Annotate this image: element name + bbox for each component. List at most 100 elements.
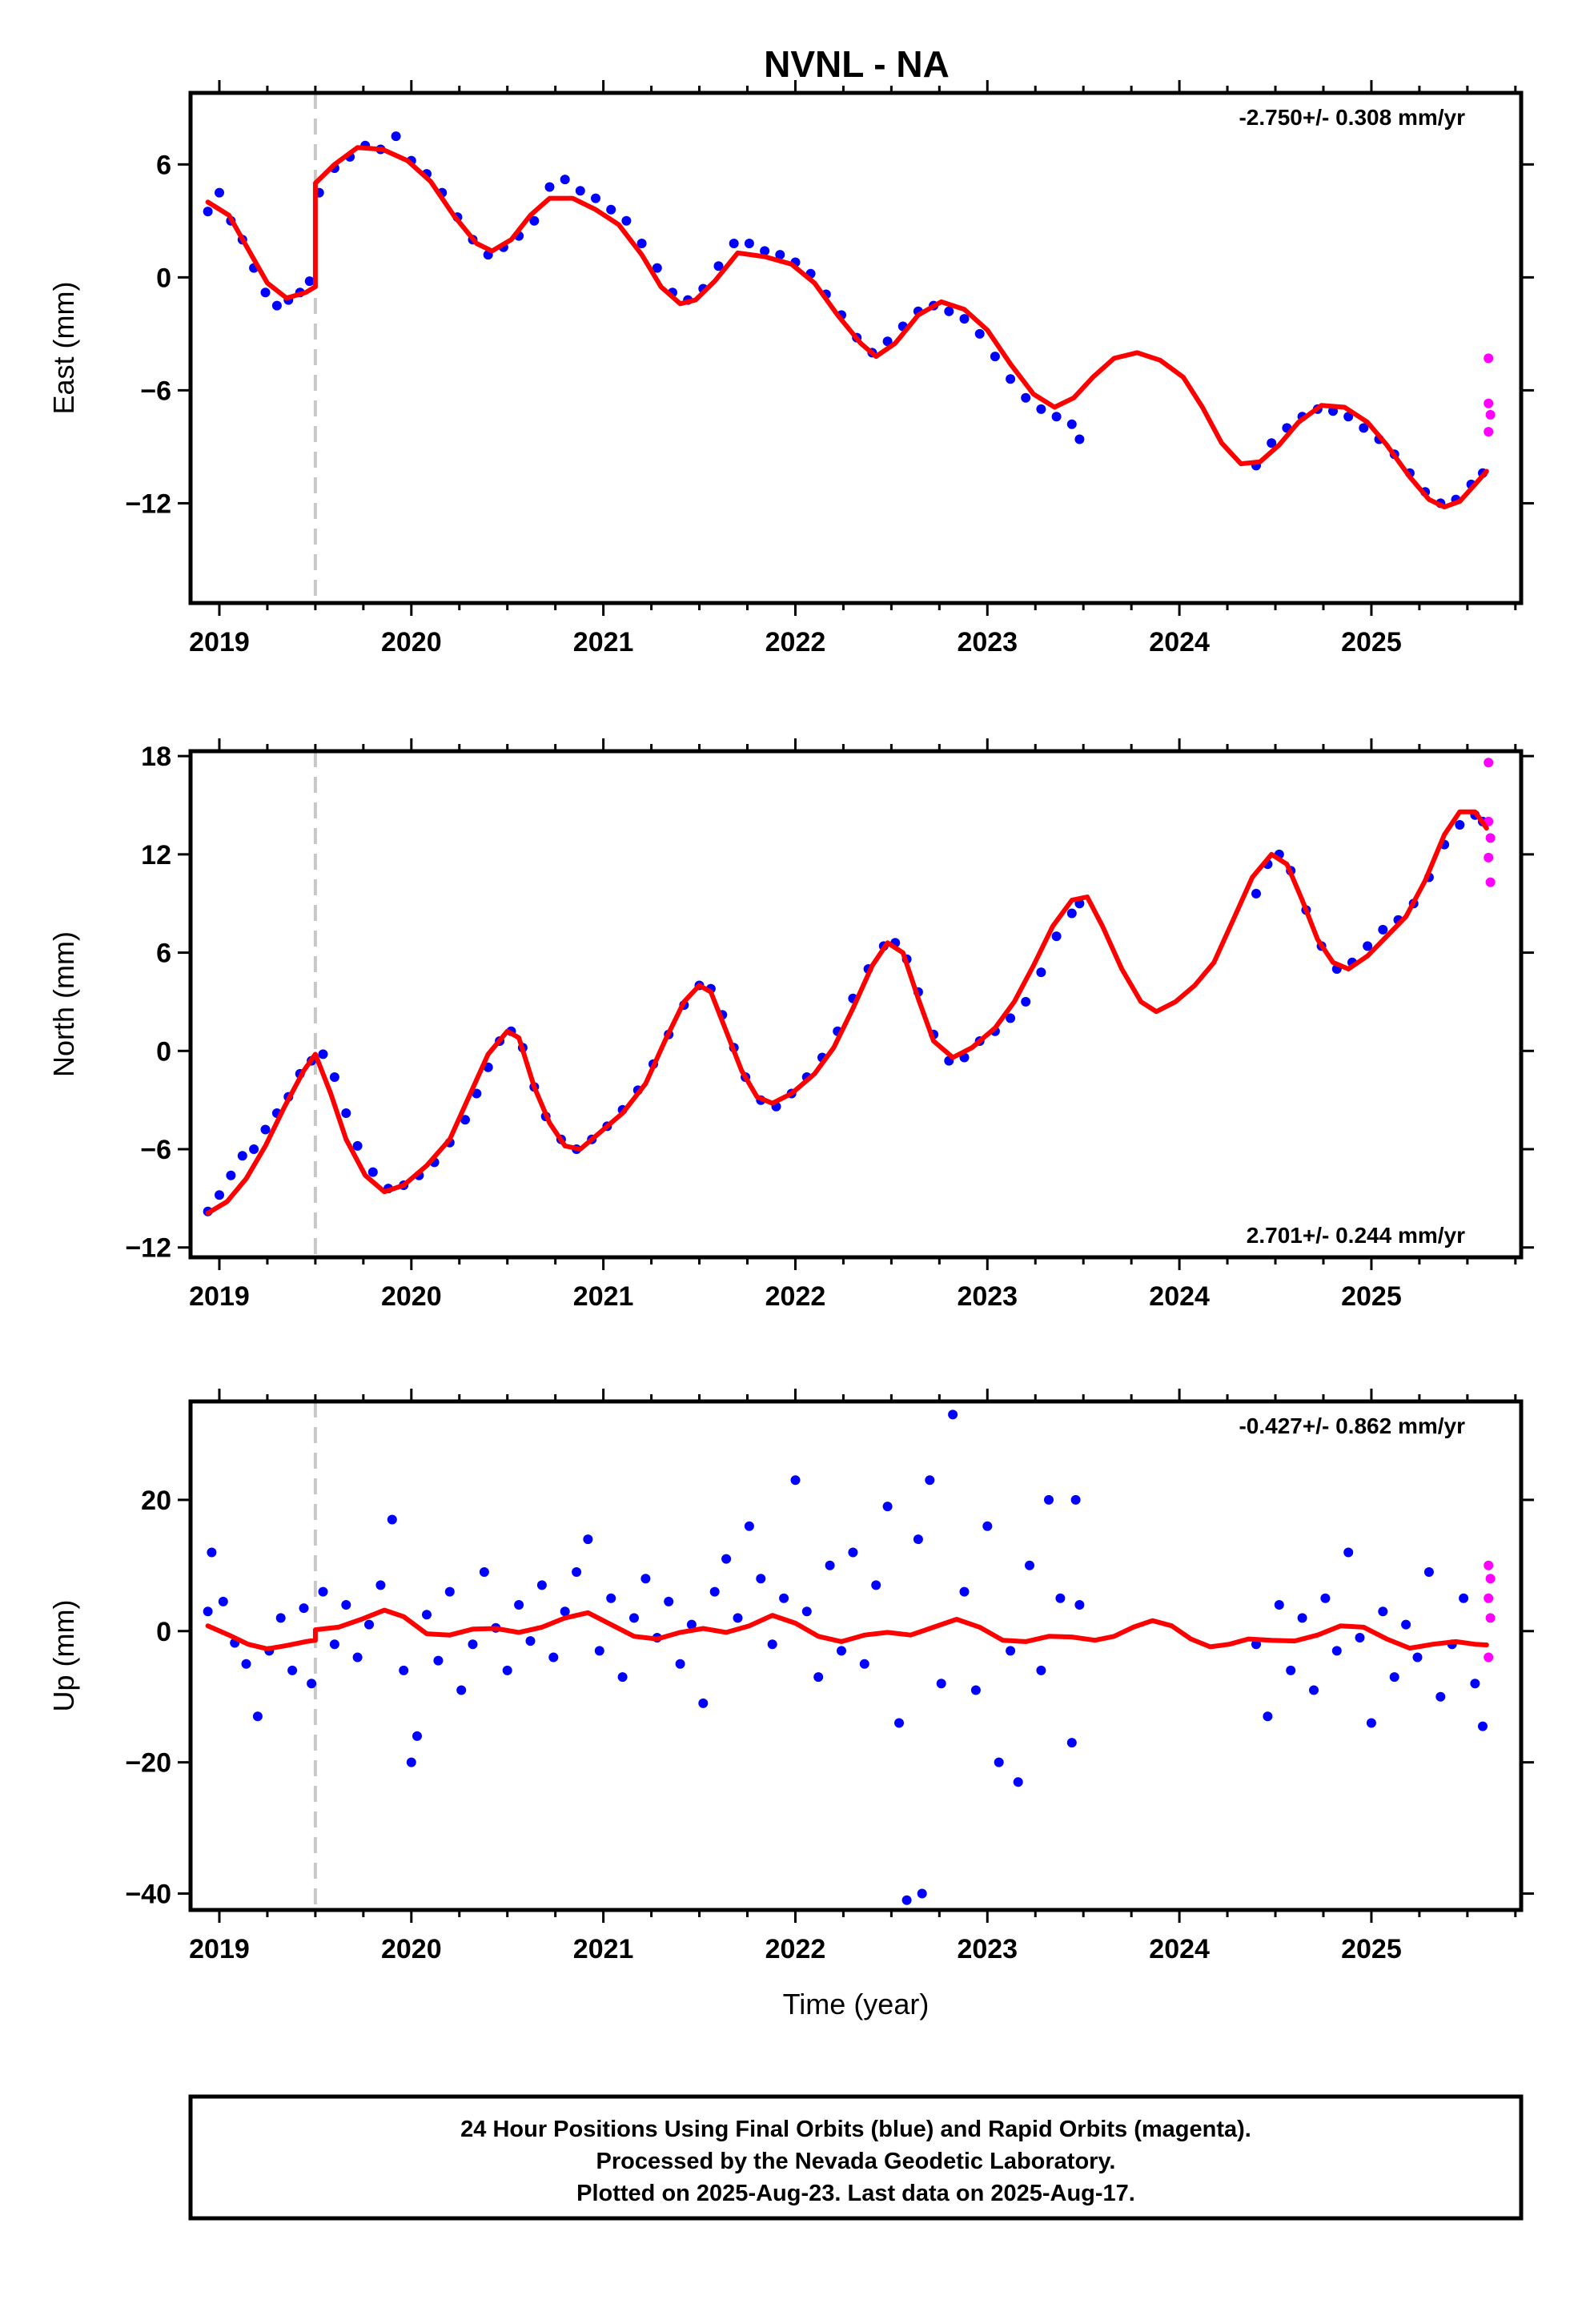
final-orbit-point — [640, 1574, 651, 1584]
x-tick-label: 2025 — [1341, 627, 1402, 657]
final-orbit-point — [767, 1639, 777, 1650]
final-orbit-point — [1389, 1672, 1399, 1683]
final-orbit-point — [591, 193, 600, 203]
y-tick-label: −40 — [125, 1880, 171, 1910]
y-tick-label: 18 — [141, 742, 171, 772]
final-orbit-point — [760, 246, 770, 256]
x-tick-label: 2020 — [381, 1934, 442, 1964]
final-orbit-point — [1478, 1721, 1488, 1731]
x-tick-label: 2019 — [189, 1281, 250, 1312]
final-orbit-point — [203, 1606, 213, 1617]
final-orbit-point — [959, 314, 970, 324]
final-orbit-point — [1006, 1013, 1016, 1023]
y-tick-label: −6 — [140, 376, 171, 406]
final-orbit-point — [959, 1586, 970, 1597]
final-orbit-point — [848, 1547, 858, 1558]
final-orbit-point — [617, 1672, 628, 1683]
final-orbit-point — [529, 215, 540, 226]
final-orbit-point — [352, 1140, 363, 1151]
final-orbit-point — [1251, 888, 1261, 899]
footer-line-1: 24 Hour Positions Using Final Orbits (bl… — [460, 2117, 1251, 2142]
final-orbit-point — [1036, 404, 1046, 414]
final-orbit-point — [1378, 1606, 1388, 1617]
final-orbit-point — [621, 215, 632, 226]
final-orbit-point — [1006, 374, 1016, 384]
x-axis-label: Time (year) — [783, 1988, 930, 2020]
x-tick-label: 2021 — [573, 1934, 634, 1964]
final-orbit-point — [560, 1606, 570, 1617]
model-fit-line — [205, 809, 1489, 1216]
final-orbit-point — [237, 1151, 247, 1161]
model-fit-line — [205, 1607, 1489, 1651]
final-orbit-point — [948, 1409, 958, 1420]
final-orbit-point — [468, 1639, 478, 1650]
final-orbit-point — [271, 300, 282, 311]
final-orbit-point — [318, 1049, 328, 1059]
final-orbit-point — [636, 239, 647, 248]
final-orbit-point — [775, 250, 785, 260]
y-tick-label: −20 — [125, 1748, 171, 1779]
x-tick-label: 2022 — [765, 1934, 826, 1964]
final-orbit-point — [444, 1586, 455, 1597]
x-tick-label: 2023 — [957, 627, 1018, 657]
final-orbit-point — [606, 1593, 616, 1603]
final-orbit-point — [367, 1167, 378, 1177]
panel-data-layer — [203, 1401, 1496, 1910]
final-orbit-point — [686, 1619, 697, 1630]
final-orbit-point — [994, 1757, 1004, 1767]
final-orbit-point — [399, 1665, 409, 1675]
final-orbit-point — [1423, 1567, 1434, 1577]
footer-box: 24 Hour Positions Using Final Orbits (bl… — [188, 2094, 1524, 2221]
final-orbit-point — [1074, 434, 1085, 444]
y-tick-label: 12 — [141, 840, 171, 870]
final-orbit-point — [974, 328, 985, 339]
final-orbit-point — [882, 336, 893, 347]
final-orbit-point — [341, 1108, 351, 1118]
final-orbit-point — [1066, 908, 1077, 919]
final-orbit-point — [1297, 1613, 1307, 1623]
final-orbit-point — [287, 1665, 298, 1675]
final-orbit-point — [1055, 1593, 1066, 1603]
rapid-orbit-point — [1484, 758, 1494, 768]
final-orbit-point — [652, 263, 662, 273]
final-orbit-point — [456, 1685, 467, 1695]
final-orbit-point — [1355, 1633, 1365, 1642]
final-orbit-point — [422, 1610, 432, 1620]
final-orbit-point — [1070, 1494, 1081, 1505]
final-orbit-point — [894, 1718, 904, 1728]
final-orbit-point — [215, 187, 224, 198]
final-orbit-point — [472, 1088, 482, 1099]
x-tick-label: 2020 — [381, 1281, 442, 1312]
rapid-orbit-point — [1484, 1560, 1494, 1570]
final-orbit-point — [364, 1619, 374, 1630]
final-orbit-point — [859, 1659, 869, 1669]
final-orbit-point — [572, 1567, 582, 1577]
rapid-orbit-point — [1485, 409, 1496, 420]
final-orbit-point — [479, 1567, 489, 1577]
rapid-orbit-point — [1484, 1593, 1494, 1603]
final-orbit-point — [1025, 1560, 1034, 1570]
footer-line-3: Plotted on 2025-Aug-23. Last data on 202… — [576, 2181, 1135, 2206]
x-tick-label: 2019 — [189, 1934, 250, 1964]
final-orbit-point — [544, 182, 555, 192]
final-orbit-point — [560, 175, 570, 185]
x-tick-label: 2021 — [573, 627, 634, 657]
final-orbit-point — [1051, 931, 1062, 942]
final-orbit-point — [1459, 1593, 1469, 1603]
rapid-orbit-point — [1484, 852, 1494, 862]
final-orbit-point — [218, 1596, 228, 1606]
final-orbit-point — [913, 1534, 923, 1545]
final-orbit-point — [729, 239, 739, 248]
final-orbit-point — [260, 1124, 271, 1135]
rapid-orbit-point — [1485, 1574, 1496, 1584]
chart-title: NVNL - NA — [764, 43, 950, 85]
final-orbit-point — [882, 1502, 893, 1512]
final-orbit-point — [970, 1685, 981, 1695]
final-orbit-point — [1401, 1619, 1411, 1630]
final-orbit-point — [1066, 1738, 1077, 1748]
final-orbit-point — [318, 1586, 328, 1597]
x-tick-label: 2021 — [573, 1281, 634, 1312]
x-tick-label: 2025 — [1341, 1934, 1402, 1964]
x-tick-label: 2020 — [381, 627, 442, 657]
